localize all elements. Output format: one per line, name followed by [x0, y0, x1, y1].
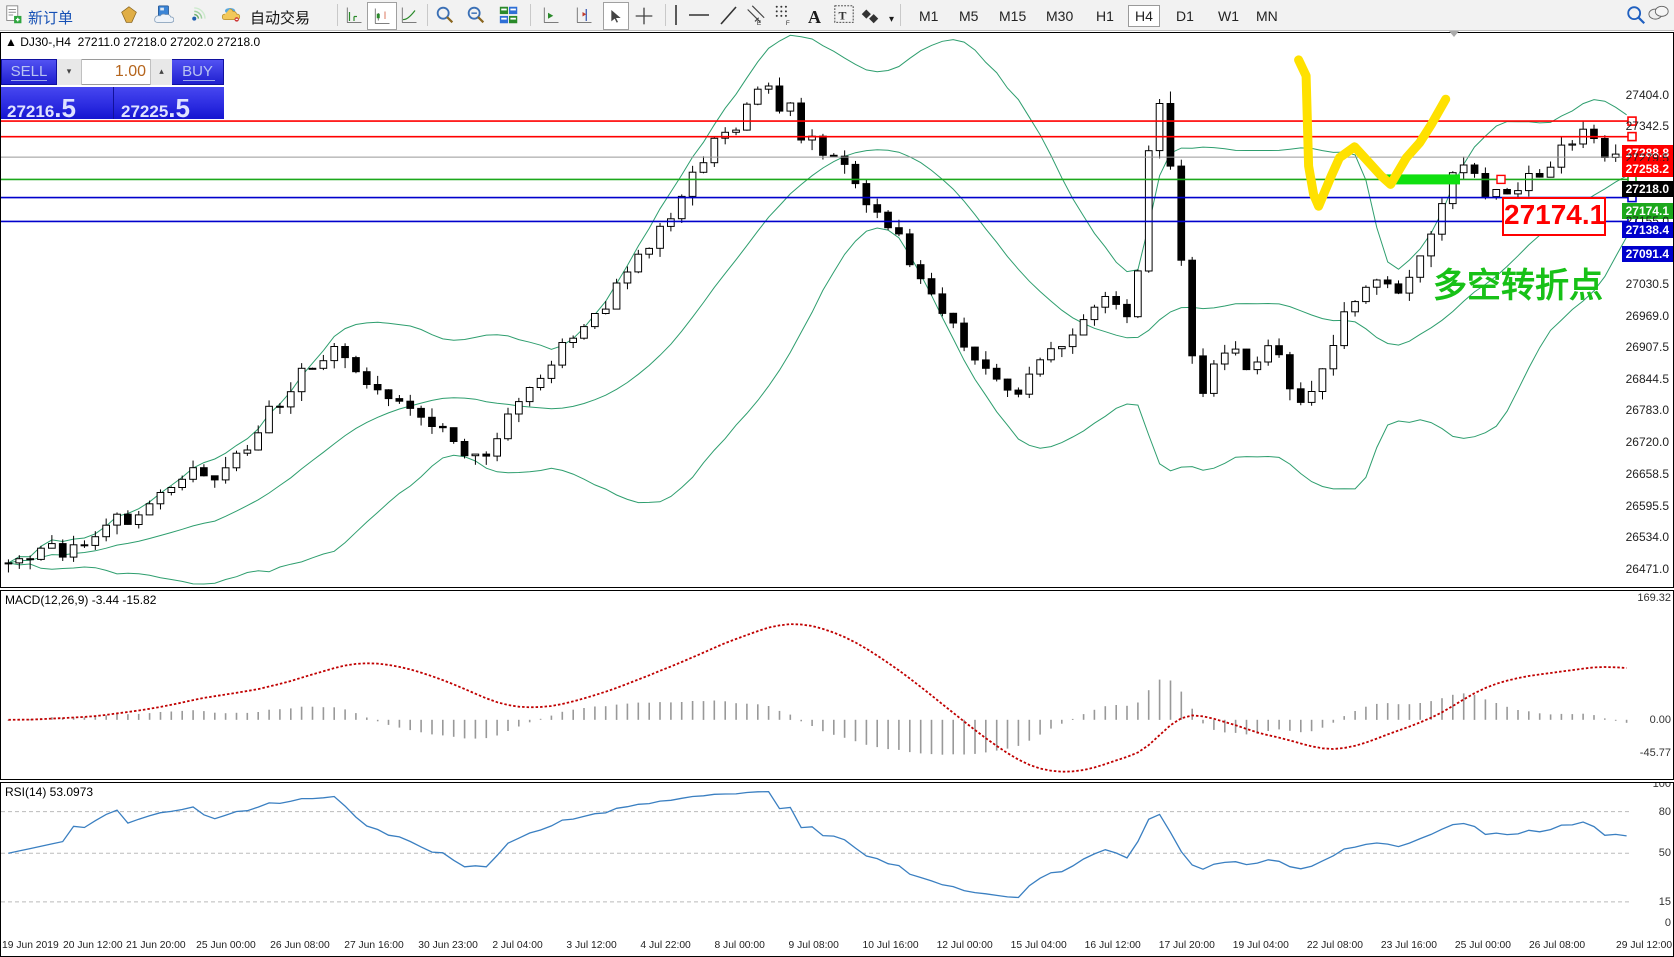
svg-text:F: F: [786, 20, 790, 26]
svg-text:T: T: [839, 9, 847, 23]
svg-text:E: E: [757, 20, 761, 26]
